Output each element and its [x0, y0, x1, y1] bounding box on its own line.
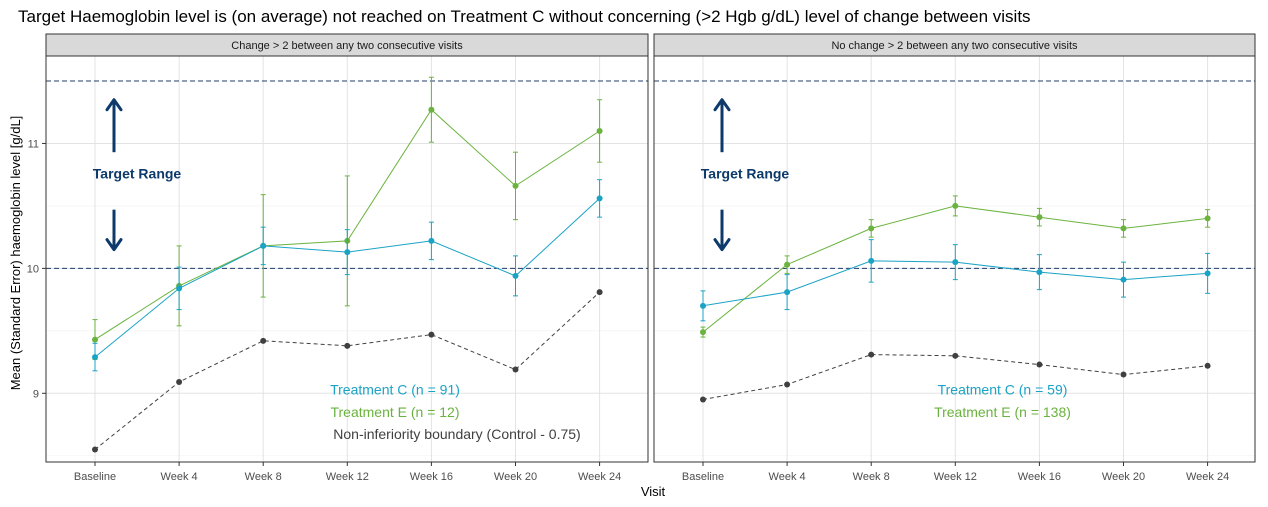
- data-point: [512, 366, 519, 373]
- x-tick-label: Baseline: [74, 471, 116, 483]
- x-tick-label: Baseline: [682, 471, 724, 483]
- x-tick-label: Week 8: [245, 471, 282, 483]
- series-c: [92, 179, 603, 372]
- chart-title: Target Haemoglobin level is (on average)…: [18, 7, 1031, 26]
- data-point: [700, 302, 706, 309]
- data-point: [868, 257, 875, 264]
- x-tick-label: Week 8: [853, 471, 890, 483]
- series-boundary: [92, 289, 603, 453]
- series-boundary: [700, 351, 1211, 403]
- target-arrow-up-head: [713, 98, 731, 112]
- data-point: [512, 182, 519, 189]
- target-arrow-down-head: [105, 238, 123, 252]
- data-point: [596, 289, 603, 296]
- data-point: [784, 261, 791, 268]
- data-point: [1120, 225, 1127, 232]
- data-point: [428, 331, 435, 338]
- data-point: [952, 352, 959, 359]
- x-tick-label: Week 20: [1102, 471, 1145, 483]
- x-tick-label: Week 16: [410, 471, 453, 483]
- panels-layer: Change > 2 between any two consecutive v…: [27, 33, 1256, 483]
- x-tick-label: Week 12: [326, 471, 369, 483]
- data-point: [700, 396, 706, 403]
- target-range-label: Target Range: [701, 165, 790, 181]
- data-point: [596, 195, 603, 202]
- data-point: [428, 237, 435, 244]
- data-point: [344, 249, 351, 256]
- y-axis-title: Mean (Standard Error) haemoglobin level …: [8, 116, 23, 391]
- panel-1: Change > 2 between any two consecutive v…: [27, 33, 649, 483]
- data-point: [1036, 361, 1043, 368]
- x-tick-label: Week 24: [1186, 471, 1229, 483]
- data-point: [1036, 214, 1043, 221]
- facet-strip-label: No change > 2 between any two consecutiv…: [831, 40, 1078, 52]
- y-tick-label: 9: [33, 388, 39, 400]
- treatment-c-label: Treatment C (n = 59): [938, 382, 1068, 398]
- data-point: [596, 127, 603, 134]
- target-range-label: Target Range: [93, 165, 182, 181]
- target-arrow-down-head: [713, 238, 731, 252]
- facet-strip-label: Change > 2 between any two consecutive v…: [231, 40, 463, 52]
- data-point: [952, 202, 959, 209]
- data-point: [1204, 270, 1211, 277]
- series-e: [700, 195, 1211, 338]
- data-point: [428, 106, 435, 113]
- data-point: [344, 342, 351, 349]
- data-point: [868, 225, 875, 232]
- data-point: [92, 446, 98, 453]
- x-tick-label: Week 24: [578, 471, 621, 483]
- data-point: [176, 379, 183, 386]
- x-tick-label: Week 20: [494, 471, 537, 483]
- x-axis-title: Visit: [641, 484, 666, 499]
- data-point: [260, 337, 267, 344]
- x-tick-label: Week 4: [769, 471, 806, 483]
- data-point: [92, 336, 98, 343]
- plot-background: [654, 56, 1255, 462]
- data-point: [1204, 362, 1211, 369]
- panel-2: No change > 2 between any two consecutiv…: [653, 33, 1256, 483]
- data-point: [1204, 215, 1211, 222]
- data-point: [92, 354, 98, 361]
- y-tick-label: 11: [28, 138, 39, 150]
- panel-border: [653, 55, 1256, 463]
- treatment-c-label: Treatment C (n = 91): [330, 382, 460, 398]
- x-tick-label: Week 16: [1018, 471, 1061, 483]
- data-point: [1120, 371, 1127, 378]
- data-point: [952, 259, 959, 266]
- data-point: [176, 285, 183, 292]
- series-c: [700, 239, 1211, 322]
- x-tick-label: Week 12: [934, 471, 977, 483]
- data-point: [1036, 269, 1043, 276]
- x-tick-label: Week 4: [161, 471, 198, 483]
- data-point: [512, 272, 519, 279]
- treatment-e-label: Treatment E (n = 12): [330, 404, 459, 420]
- data-point: [260, 242, 267, 249]
- data-point: [1120, 276, 1127, 283]
- y-tick-label: 10: [27, 263, 39, 275]
- data-point: [784, 381, 791, 388]
- target-arrow-up-head: [105, 98, 123, 112]
- treatment-e-label: Treatment E (n = 138): [934, 404, 1071, 420]
- data-point: [784, 289, 791, 296]
- boundary-label: Non-inferiority boundary (Control - 0.75…: [333, 426, 580, 442]
- data-point: [868, 351, 875, 358]
- data-point: [700, 329, 706, 336]
